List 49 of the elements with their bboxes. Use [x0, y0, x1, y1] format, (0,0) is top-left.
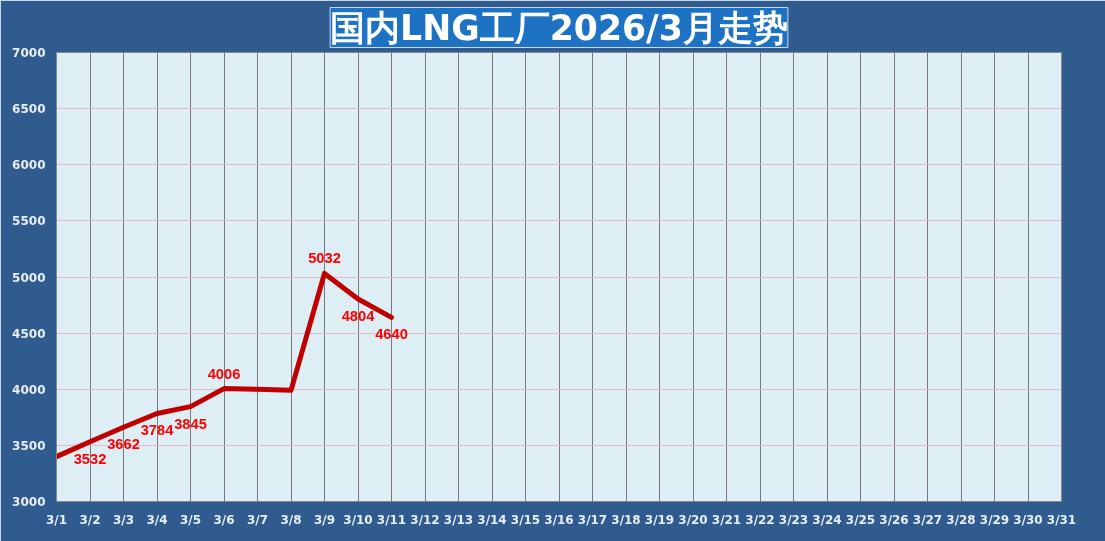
data-label: 3845 — [174, 415, 207, 432]
x-tick-label: 3/25 — [845, 512, 876, 527]
data-label: 3784 — [140, 422, 175, 439]
x-tick-label: 3/23 — [778, 512, 809, 527]
x-tick-label: 3/6 — [213, 512, 235, 527]
x-tick-label: 3/7 — [246, 512, 269, 527]
x-tick-label: 3/3 — [112, 512, 135, 527]
data-label: 4006 — [207, 365, 241, 382]
y-tick-label: 4000 — [12, 382, 46, 397]
data-label: 4804 — [341, 308, 376, 324]
x-tick-label: 3/12 — [410, 512, 440, 527]
x-tick-label: 3/19 — [644, 512, 675, 527]
y-tick-label: 6000 — [12, 158, 46, 173]
x-tick-label: 3/29 — [979, 512, 1010, 527]
x-tick-label: 3/11 — [376, 512, 407, 527]
y-tick-label: 5500 — [12, 214, 46, 229]
data-label: 5032 — [308, 250, 341, 267]
x-tick-label: 3/24 — [812, 512, 842, 527]
x-tick-label: 3/26 — [879, 512, 909, 527]
x-tick-label: 3/16 — [544, 512, 574, 527]
y-tick-label: 7000 — [12, 46, 46, 60]
x-tick-label: 3/17 — [577, 512, 608, 527]
x-tick-label: 3/8 — [280, 512, 302, 527]
x-tick-label: 3/9 — [313, 512, 336, 527]
y-tick-label: 3500 — [12, 438, 46, 453]
x-tick-label: 3/10 — [343, 512, 373, 527]
y-tick-label: 4500 — [12, 326, 46, 341]
y-tick-label: 3000 — [12, 495, 46, 509]
y-tick-label: 5000 — [12, 270, 46, 285]
x-tick-label: 3/14 — [477, 512, 507, 527]
x-tick-label: 3/27 — [912, 512, 943, 527]
x-tick-label: 3/5 — [179, 512, 202, 527]
data-label: 3532 — [73, 450, 107, 467]
data-label: 4640 — [375, 326, 408, 343]
x-tick-label: 3/1 — [45, 512, 68, 527]
x-tick-label: 3/21 — [711, 512, 742, 527]
x-tick-label: 3/4 — [146, 512, 168, 527]
y-tick-label: 6500 — [12, 102, 46, 117]
data-label: 3662 — [107, 436, 140, 453]
x-tick-label: 3/2 — [79, 512, 101, 527]
x-tick-label: 3/28 — [946, 512, 976, 527]
x-tick-label: 3/13 — [443, 512, 474, 527]
x-tick-label: 3/18 — [611, 512, 641, 527]
chart-title: 国内LNG工厂2026/3月走势 — [330, 7, 788, 48]
x-tick-label: 3/30 — [1013, 512, 1043, 527]
x-tick-label: 3/31 — [1046, 512, 1077, 527]
x-tick-label: 3/15 — [510, 512, 541, 527]
x-tick-label: 3/20 — [678, 512, 708, 527]
x-tick-label: 3/22 — [745, 512, 775, 527]
